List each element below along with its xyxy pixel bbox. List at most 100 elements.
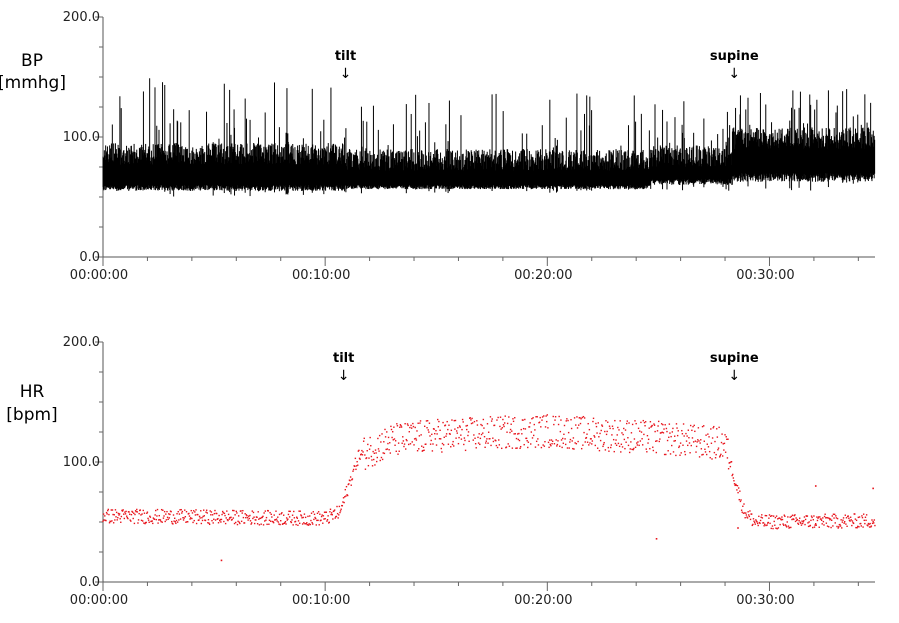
hr-point [496, 446, 499, 449]
hr-point [525, 437, 528, 440]
hr-point [732, 473, 734, 476]
hr-point [858, 526, 860, 528]
hr-point [819, 516, 821, 518]
hr-point [572, 437, 575, 439]
y-axis-label: [mmhg] [0, 73, 66, 93]
hr-point [832, 513, 835, 515]
hr-point [784, 524, 787, 526]
hr-point [626, 420, 628, 422]
hr-point [234, 514, 236, 516]
hr-point [396, 425, 399, 427]
hr-point [594, 444, 597, 447]
hr-point [723, 449, 725, 451]
hr-point [712, 427, 714, 429]
hr-point [663, 453, 666, 456]
hr-point [192, 521, 194, 524]
hr-point [506, 431, 508, 433]
hr-point [185, 511, 188, 513]
hr-point [606, 430, 608, 433]
hr-point [656, 440, 658, 442]
hr-point [575, 424, 577, 426]
hr-point [669, 432, 671, 434]
hr-point [675, 423, 678, 425]
hr-point [567, 419, 569, 422]
hr-point [394, 444, 396, 446]
hr-point [346, 494, 348, 496]
hr-point [178, 519, 180, 521]
hr-point [313, 513, 316, 516]
hr-point [137, 522, 139, 524]
hr-point [644, 421, 647, 423]
hr-point [583, 417, 586, 419]
hr-point [358, 457, 361, 460]
hr-point [681, 429, 683, 432]
hr-point [752, 523, 754, 526]
hr-point [136, 511, 139, 513]
hr-point [208, 523, 211, 526]
hr-point [239, 522, 241, 525]
hr-point [688, 442, 691, 444]
hr-point [119, 518, 121, 520]
hr-point [166, 510, 168, 513]
hr-point [678, 445, 681, 447]
hr-point [454, 428, 456, 430]
hr-point [720, 441, 723, 444]
hr-point [459, 426, 461, 428]
hr-point [638, 444, 640, 447]
hr-point [277, 516, 279, 518]
hr-point [384, 436, 387, 438]
hr-point [399, 426, 401, 428]
hr-point [370, 445, 372, 447]
hr-point [455, 430, 458, 432]
hr-point [432, 443, 434, 445]
hr-point [322, 515, 325, 517]
hr-point [637, 441, 639, 443]
hr-point [342, 501, 344, 503]
hr-point [793, 514, 796, 517]
hr-point [486, 423, 489, 425]
hr-point [236, 523, 239, 526]
hr-point [268, 519, 271, 521]
hr-point [117, 512, 120, 515]
hr-point [751, 524, 753, 527]
hr-point [367, 464, 370, 467]
hr-point [603, 441, 605, 444]
hr-point [566, 447, 569, 449]
hr-point [565, 420, 567, 422]
hr-point [786, 521, 788, 523]
hr-point [241, 512, 243, 514]
hr-point [713, 451, 716, 454]
hr-point [519, 445, 522, 448]
hr-point [441, 451, 443, 453]
hr-point [511, 447, 514, 449]
hr-point [486, 438, 488, 440]
hr-point [685, 432, 687, 435]
hr-point [557, 440, 559, 442]
hr-point [848, 519, 851, 522]
hr-point [837, 527, 839, 529]
hr-point [796, 518, 799, 521]
hr-point [258, 518, 260, 520]
hr-point [361, 449, 363, 452]
hr-point [783, 514, 785, 516]
hr-point [554, 416, 557, 418]
hr-point [844, 514, 847, 516]
hr-point [141, 520, 144, 522]
hr-point [636, 442, 638, 444]
hr-point [523, 443, 525, 446]
hr-point [288, 510, 290, 512]
hr-point [553, 423, 555, 426]
hr-point [872, 520, 874, 523]
hr-point [499, 416, 502, 418]
hr-point [572, 447, 574, 450]
hr-point [719, 456, 721, 458]
hr-point [285, 523, 287, 525]
hr-point [111, 520, 113, 522]
hr-point [862, 526, 864, 528]
hr-point [724, 451, 727, 453]
hr-point [114, 509, 117, 511]
hr-point [157, 519, 160, 521]
hr-point [734, 484, 736, 487]
hr-point [748, 515, 751, 518]
hr-point [687, 444, 689, 447]
